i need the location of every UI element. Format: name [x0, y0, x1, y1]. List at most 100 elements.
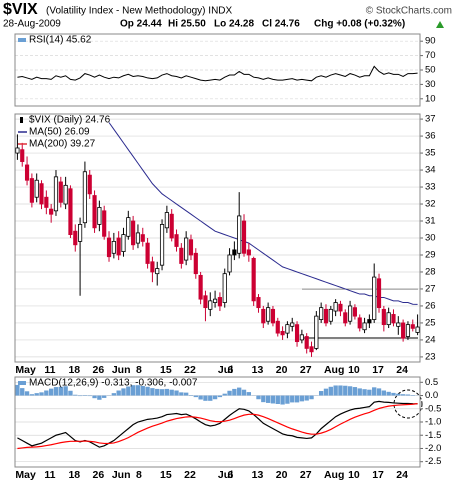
quote-change: Chg +0.08 (+0.32%)	[314, 19, 405, 30]
x-tick-label: 11	[44, 469, 55, 481]
x-tick-label: May	[15, 469, 36, 481]
candle-body	[58, 181, 63, 203]
histogram-bar	[121, 388, 126, 396]
candle-body	[309, 346, 314, 353]
histogram-bar	[155, 388, 160, 396]
histogram-bar	[77, 395, 83, 397]
candle-body	[78, 224, 83, 242]
line	[17, 65, 418, 82]
histogram-bar	[367, 389, 372, 396]
candle-body	[135, 232, 141, 244]
histogram-bar	[164, 388, 170, 396]
histogram-bar	[111, 393, 117, 396]
candle-body	[323, 308, 329, 324]
y-tick-label: 0.0	[425, 390, 438, 401]
candle-body	[155, 268, 160, 275]
candle-body	[372, 276, 377, 320]
histogram-bar	[58, 386, 63, 396]
candle-body	[20, 149, 25, 162]
candle-body	[116, 237, 121, 256]
ticker: $VIX	[3, 1, 38, 18]
candle-body	[343, 312, 348, 324]
x-tick-label: Jul	[218, 469, 233, 481]
histogram-bar	[285, 395, 290, 404]
histogram-bar	[362, 389, 367, 396]
candle-body	[241, 220, 247, 254]
candle-body	[121, 234, 126, 252]
histogram-bar	[241, 389, 247, 396]
histogram-bar	[232, 388, 237, 396]
candle-body	[106, 237, 112, 258]
candle-body	[39, 183, 44, 205]
y-tick-label: 33	[425, 182, 436, 193]
histogram-bar	[87, 395, 92, 397]
histogram-bar	[309, 395, 314, 400]
histogram-bar	[256, 395, 261, 400]
histogram-bar	[400, 394, 406, 396]
candle-body	[217, 297, 222, 307]
candle-body	[82, 171, 87, 224]
candle-body	[24, 164, 30, 181]
candle-body	[405, 324, 411, 337]
candle-body	[376, 278, 382, 309]
x-tick-label: 18	[68, 364, 80, 376]
candle-body	[338, 303, 343, 312]
histogram-bar	[53, 387, 59, 396]
histogram-bar	[212, 395, 218, 400]
x-tick-label: 26	[93, 364, 105, 376]
candle-body	[285, 324, 290, 334]
panel-frame	[14, 33, 421, 107]
candle-body	[401, 322, 406, 339]
y-tick-label: 27	[425, 283, 436, 294]
y-tick-label: -2.0	[425, 443, 441, 454]
y-tick-label: 29	[425, 250, 436, 261]
x-tick-label: 15	[160, 469, 172, 481]
histogram-bar	[198, 395, 203, 400]
candle-body	[34, 179, 39, 198]
candle-body	[333, 302, 338, 312]
histogram-bar	[338, 385, 343, 396]
histogram-bar	[246, 392, 252, 396]
candle-body	[184, 237, 189, 261]
candle-body	[222, 273, 227, 303]
histogram-bar	[174, 390, 179, 396]
histogram-bar	[116, 390, 121, 396]
x-tick-label: Jun	[112, 364, 131, 376]
histogram-bar	[126, 386, 131, 396]
histogram-bar	[39, 392, 44, 396]
candle-body	[270, 308, 276, 324]
histogram-bar	[290, 395, 295, 403]
y-tick-label: 36	[425, 131, 436, 142]
subtitle: (Volatility Index - New Methodology) IND…	[46, 6, 233, 17]
histogram-bar	[208, 395, 213, 401]
candle-body	[164, 212, 169, 229]
candle-body	[198, 274, 203, 300]
candle-body	[174, 234, 179, 247]
x-tick-label: 6	[228, 469, 234, 481]
x-tick-label: 18	[68, 469, 80, 481]
y-tick-label: 25	[425, 317, 436, 328]
x-tick-label: 17	[372, 364, 384, 376]
candle-body	[386, 312, 391, 326]
histogram-bar	[217, 395, 223, 398]
candle-body	[415, 326, 420, 333]
histogram-bar	[391, 392, 396, 396]
candle-body	[381, 308, 386, 326]
candle-body	[188, 239, 194, 256]
candle-body	[73, 230, 78, 246]
candle-body	[145, 242, 150, 264]
histogram-bar	[183, 392, 189, 396]
x-tick-label: 13	[252, 364, 264, 376]
legend-icon	[18, 38, 26, 42]
histogram-bar	[410, 395, 415, 396]
histogram-bar	[261, 395, 266, 403]
y-tick-label: 90	[425, 36, 436, 47]
y-tick-label: 0.5	[425, 377, 438, 388]
x-tick-label: 27	[300, 469, 312, 481]
x-tick-label: 22	[184, 469, 196, 481]
histogram-bar	[343, 385, 348, 396]
histogram-bar	[270, 395, 276, 404]
x-tick-label: Aug	[324, 469, 344, 481]
x-tick-label: May	[15, 364, 36, 376]
legend-label: RSI(14) 45.62	[29, 35, 92, 46]
